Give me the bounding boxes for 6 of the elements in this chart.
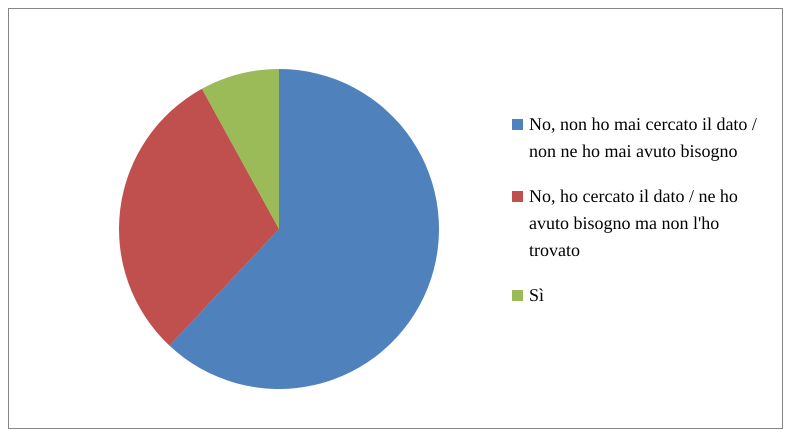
pie-slice <box>202 69 279 229</box>
legend-label: No, non ho mai cercato il dato / non ne ho mai avuto bisogno <box>529 112 758 163</box>
pie-slice <box>119 88 279 346</box>
legend-label: Sì <box>529 284 544 306</box>
legend-label: No, ho cercato il dato / ne ho avuto bisogno ma non l'ho trovato <box>529 184 739 262</box>
pie-slice <box>169 69 439 389</box>
